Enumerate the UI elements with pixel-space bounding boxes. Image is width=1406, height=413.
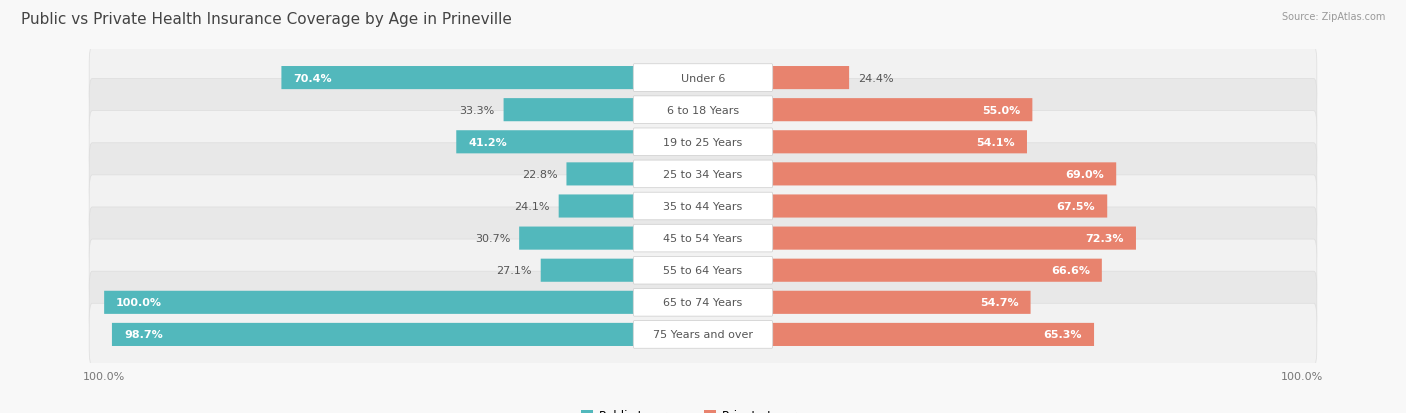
Text: Source: ZipAtlas.com: Source: ZipAtlas.com [1281, 12, 1385, 22]
Text: 72.3%: 72.3% [1085, 233, 1123, 244]
FancyBboxPatch shape [633, 193, 773, 220]
Text: 22.8%: 22.8% [522, 169, 558, 180]
FancyBboxPatch shape [519, 227, 703, 250]
FancyBboxPatch shape [703, 131, 1026, 154]
Text: 24.4%: 24.4% [858, 74, 894, 83]
Text: Public vs Private Health Insurance Coverage by Age in Prineville: Public vs Private Health Insurance Cover… [21, 12, 512, 27]
Text: 65 to 74 Years: 65 to 74 Years [664, 298, 742, 308]
FancyBboxPatch shape [503, 99, 703, 122]
FancyBboxPatch shape [89, 112, 1317, 173]
Text: 69.0%: 69.0% [1066, 169, 1104, 180]
FancyBboxPatch shape [633, 64, 773, 92]
FancyBboxPatch shape [703, 163, 1116, 186]
Text: 55 to 64 Years: 55 to 64 Years [664, 266, 742, 275]
Text: 35 to 44 Years: 35 to 44 Years [664, 202, 742, 211]
FancyBboxPatch shape [703, 323, 1094, 346]
FancyBboxPatch shape [633, 257, 773, 284]
FancyBboxPatch shape [89, 79, 1317, 142]
Text: 55.0%: 55.0% [983, 105, 1021, 115]
FancyBboxPatch shape [633, 97, 773, 124]
FancyBboxPatch shape [541, 259, 703, 282]
FancyBboxPatch shape [89, 240, 1317, 301]
FancyBboxPatch shape [633, 129, 773, 156]
Text: 19 to 25 Years: 19 to 25 Years [664, 138, 742, 147]
FancyBboxPatch shape [89, 271, 1317, 334]
FancyBboxPatch shape [633, 289, 773, 316]
Text: 66.6%: 66.6% [1050, 266, 1090, 275]
Text: 41.2%: 41.2% [468, 138, 508, 147]
FancyBboxPatch shape [89, 207, 1317, 270]
FancyBboxPatch shape [703, 195, 1108, 218]
Text: 54.1%: 54.1% [976, 138, 1015, 147]
Text: Under 6: Under 6 [681, 74, 725, 83]
FancyBboxPatch shape [281, 67, 703, 90]
Text: 65.3%: 65.3% [1043, 330, 1083, 339]
FancyBboxPatch shape [89, 176, 1317, 237]
FancyBboxPatch shape [89, 304, 1317, 366]
FancyBboxPatch shape [558, 195, 703, 218]
Text: 33.3%: 33.3% [460, 105, 495, 115]
FancyBboxPatch shape [567, 163, 703, 186]
Text: 70.4%: 70.4% [294, 74, 332, 83]
FancyBboxPatch shape [104, 291, 703, 314]
FancyBboxPatch shape [633, 321, 773, 349]
FancyBboxPatch shape [703, 67, 849, 90]
Text: 45 to 54 Years: 45 to 54 Years [664, 233, 742, 244]
FancyBboxPatch shape [703, 291, 1031, 314]
FancyBboxPatch shape [112, 323, 703, 346]
Text: 75 Years and over: 75 Years and over [652, 330, 754, 339]
FancyBboxPatch shape [633, 225, 773, 252]
Text: 30.7%: 30.7% [475, 233, 510, 244]
Text: 98.7%: 98.7% [124, 330, 163, 339]
FancyBboxPatch shape [703, 227, 1136, 250]
FancyBboxPatch shape [89, 143, 1317, 206]
Text: 25 to 34 Years: 25 to 34 Years [664, 169, 742, 180]
Text: 67.5%: 67.5% [1057, 202, 1095, 211]
Text: 54.7%: 54.7% [980, 298, 1018, 308]
Text: 6 to 18 Years: 6 to 18 Years [666, 105, 740, 115]
Text: 100.0%: 100.0% [117, 298, 162, 308]
FancyBboxPatch shape [703, 259, 1102, 282]
FancyBboxPatch shape [633, 161, 773, 188]
FancyBboxPatch shape [457, 131, 703, 154]
FancyBboxPatch shape [89, 47, 1317, 109]
FancyBboxPatch shape [703, 99, 1032, 122]
Text: 27.1%: 27.1% [496, 266, 531, 275]
Text: 24.1%: 24.1% [515, 202, 550, 211]
Legend: Public Insurance, Private Insurance: Public Insurance, Private Insurance [576, 404, 830, 413]
